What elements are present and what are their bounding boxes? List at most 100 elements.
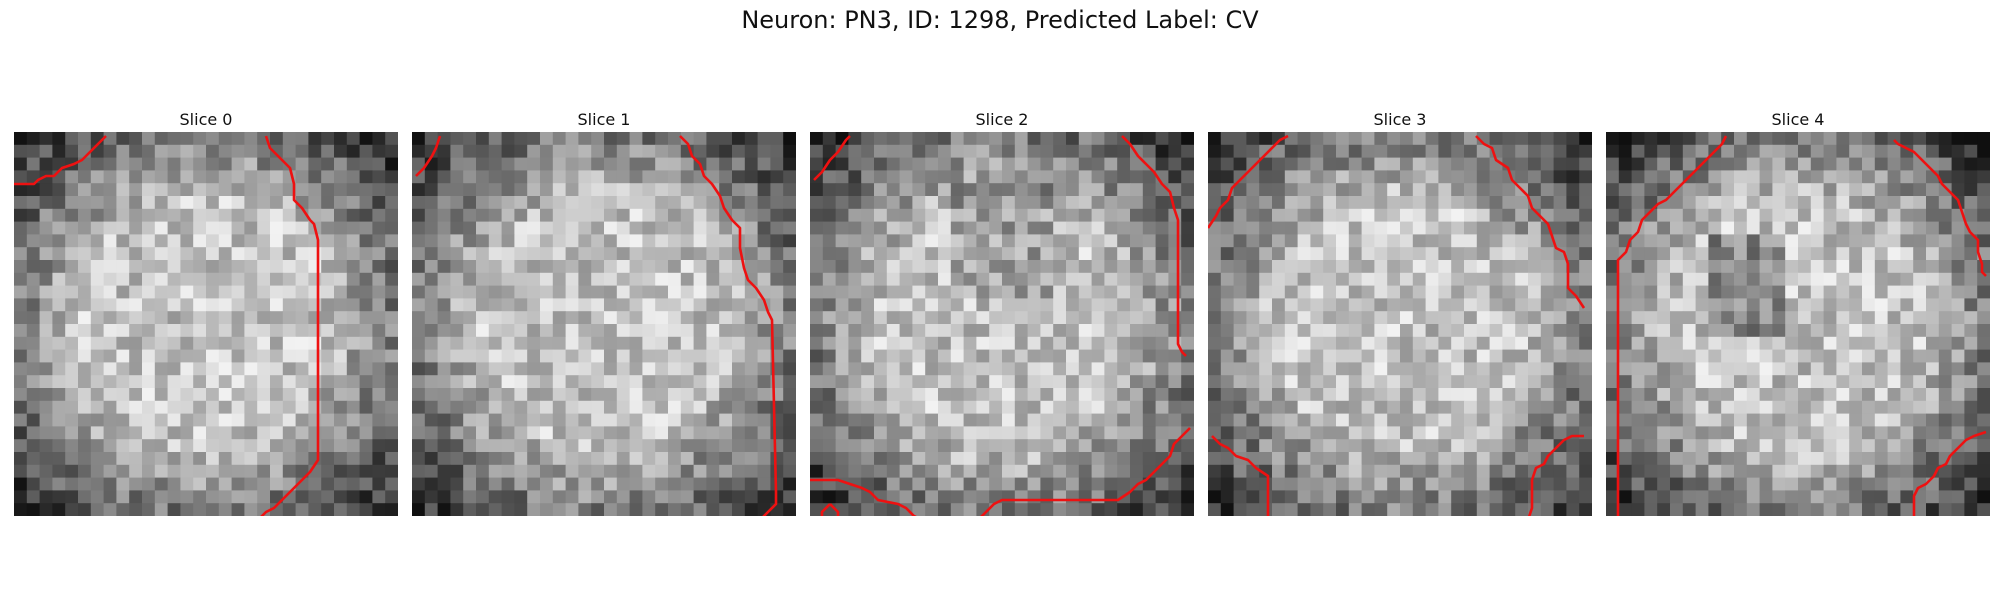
pixel <box>591 452 605 466</box>
pixel <box>476 490 490 504</box>
pixel <box>180 490 194 504</box>
pixel <box>1606 375 1620 389</box>
pixel <box>629 298 643 312</box>
pixel <box>1142 503 1156 516</box>
pixel <box>1220 157 1234 171</box>
pixel <box>14 413 28 427</box>
pixel <box>1682 503 1696 516</box>
pixel <box>1310 183 1324 197</box>
pixel <box>1272 400 1286 414</box>
pixel <box>1142 234 1156 248</box>
pixel <box>1874 170 1888 184</box>
pixel <box>488 375 502 389</box>
pixel <box>1078 477 1092 491</box>
pixel <box>103 170 117 184</box>
pixel <box>1708 477 1722 491</box>
pixel <box>1078 260 1092 274</box>
pixel <box>206 324 220 338</box>
pixel <box>810 298 824 312</box>
pixel <box>1682 285 1696 299</box>
pixel <box>1631 413 1645 427</box>
pixel <box>938 260 952 274</box>
contour-line <box>1121 135 1187 357</box>
pixel <box>938 247 952 261</box>
pixel <box>103 477 117 491</box>
pixel <box>835 170 849 184</box>
pixel <box>1066 452 1080 466</box>
pixel <box>1862 157 1876 171</box>
pixel <box>1040 413 1054 427</box>
pixel <box>52 311 66 325</box>
pixel <box>706 247 720 261</box>
pixel <box>1412 234 1426 248</box>
pixel <box>1425 234 1439 248</box>
pixel <box>744 221 758 235</box>
pixel <box>1836 234 1850 248</box>
pixel <box>1670 196 1684 210</box>
pixel <box>78 234 92 248</box>
pixel <box>1951 349 1965 363</box>
pixel <box>167 452 181 466</box>
pixel <box>244 452 258 466</box>
pixel <box>1168 413 1182 427</box>
pixel <box>963 157 977 171</box>
pixel <box>437 144 451 158</box>
pixel <box>1259 221 1273 235</box>
pixel <box>591 426 605 440</box>
pixel <box>874 439 888 453</box>
pixel <box>1553 221 1567 235</box>
pixel <box>655 388 669 402</box>
pixel <box>116 349 130 363</box>
pixel <box>1670 247 1684 261</box>
pixel <box>142 196 156 210</box>
pixel <box>1579 183 1592 197</box>
pixel <box>693 349 707 363</box>
pixel <box>1246 503 1260 516</box>
figure-title: Neuron: PN3, ID: 1298, Predicted Label: … <box>741 6 1259 34</box>
pixel <box>1938 503 1952 516</box>
pixel <box>1836 247 1850 261</box>
pixel <box>1682 439 1696 453</box>
pixel <box>65 439 79 453</box>
pixel <box>1168 132 1182 146</box>
pixel <box>1849 247 1863 261</box>
pixel <box>257 272 271 286</box>
pixel <box>642 132 656 146</box>
pixel <box>1374 272 1388 286</box>
pixel <box>1284 298 1298 312</box>
pixel <box>629 311 643 325</box>
pixel <box>1657 400 1671 414</box>
pixel <box>1502 260 1516 274</box>
pixel <box>1117 400 1131 414</box>
pixel <box>1579 170 1592 184</box>
pixel <box>476 157 490 171</box>
pixel <box>822 260 836 274</box>
pixel <box>1502 426 1516 440</box>
pixel <box>78 477 92 491</box>
pixel <box>706 349 720 363</box>
pixel <box>989 247 1003 261</box>
pixel <box>822 132 836 146</box>
pixel <box>154 439 168 453</box>
pixel <box>167 144 181 158</box>
pixel <box>976 260 990 274</box>
pixel <box>783 285 796 299</box>
pixel <box>501 272 515 286</box>
pixel <box>642 170 656 184</box>
pixel <box>1361 144 1375 158</box>
pixel <box>1566 144 1580 158</box>
pixel <box>1734 196 1748 210</box>
pixel <box>925 247 939 261</box>
pixel <box>1938 464 1952 478</box>
pixel <box>757 196 771 210</box>
pixel <box>565 144 579 158</box>
pixel <box>257 157 271 171</box>
pixel <box>1078 272 1092 286</box>
pixel <box>1361 285 1375 299</box>
pixel <box>1670 388 1684 402</box>
pixel <box>527 221 541 235</box>
pixel <box>848 272 862 286</box>
pixel <box>1066 324 1080 338</box>
pixel <box>591 464 605 478</box>
pixel <box>578 336 592 350</box>
